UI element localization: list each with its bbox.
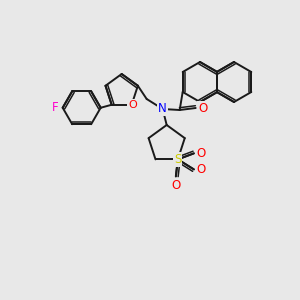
Text: F: F	[52, 101, 59, 114]
Text: O: O	[198, 101, 207, 115]
Text: O: O	[128, 100, 137, 110]
Text: S: S	[174, 153, 182, 166]
Text: O: O	[196, 147, 206, 160]
Text: O: O	[196, 163, 206, 176]
Text: N: N	[158, 103, 167, 116]
Text: O: O	[171, 179, 181, 192]
